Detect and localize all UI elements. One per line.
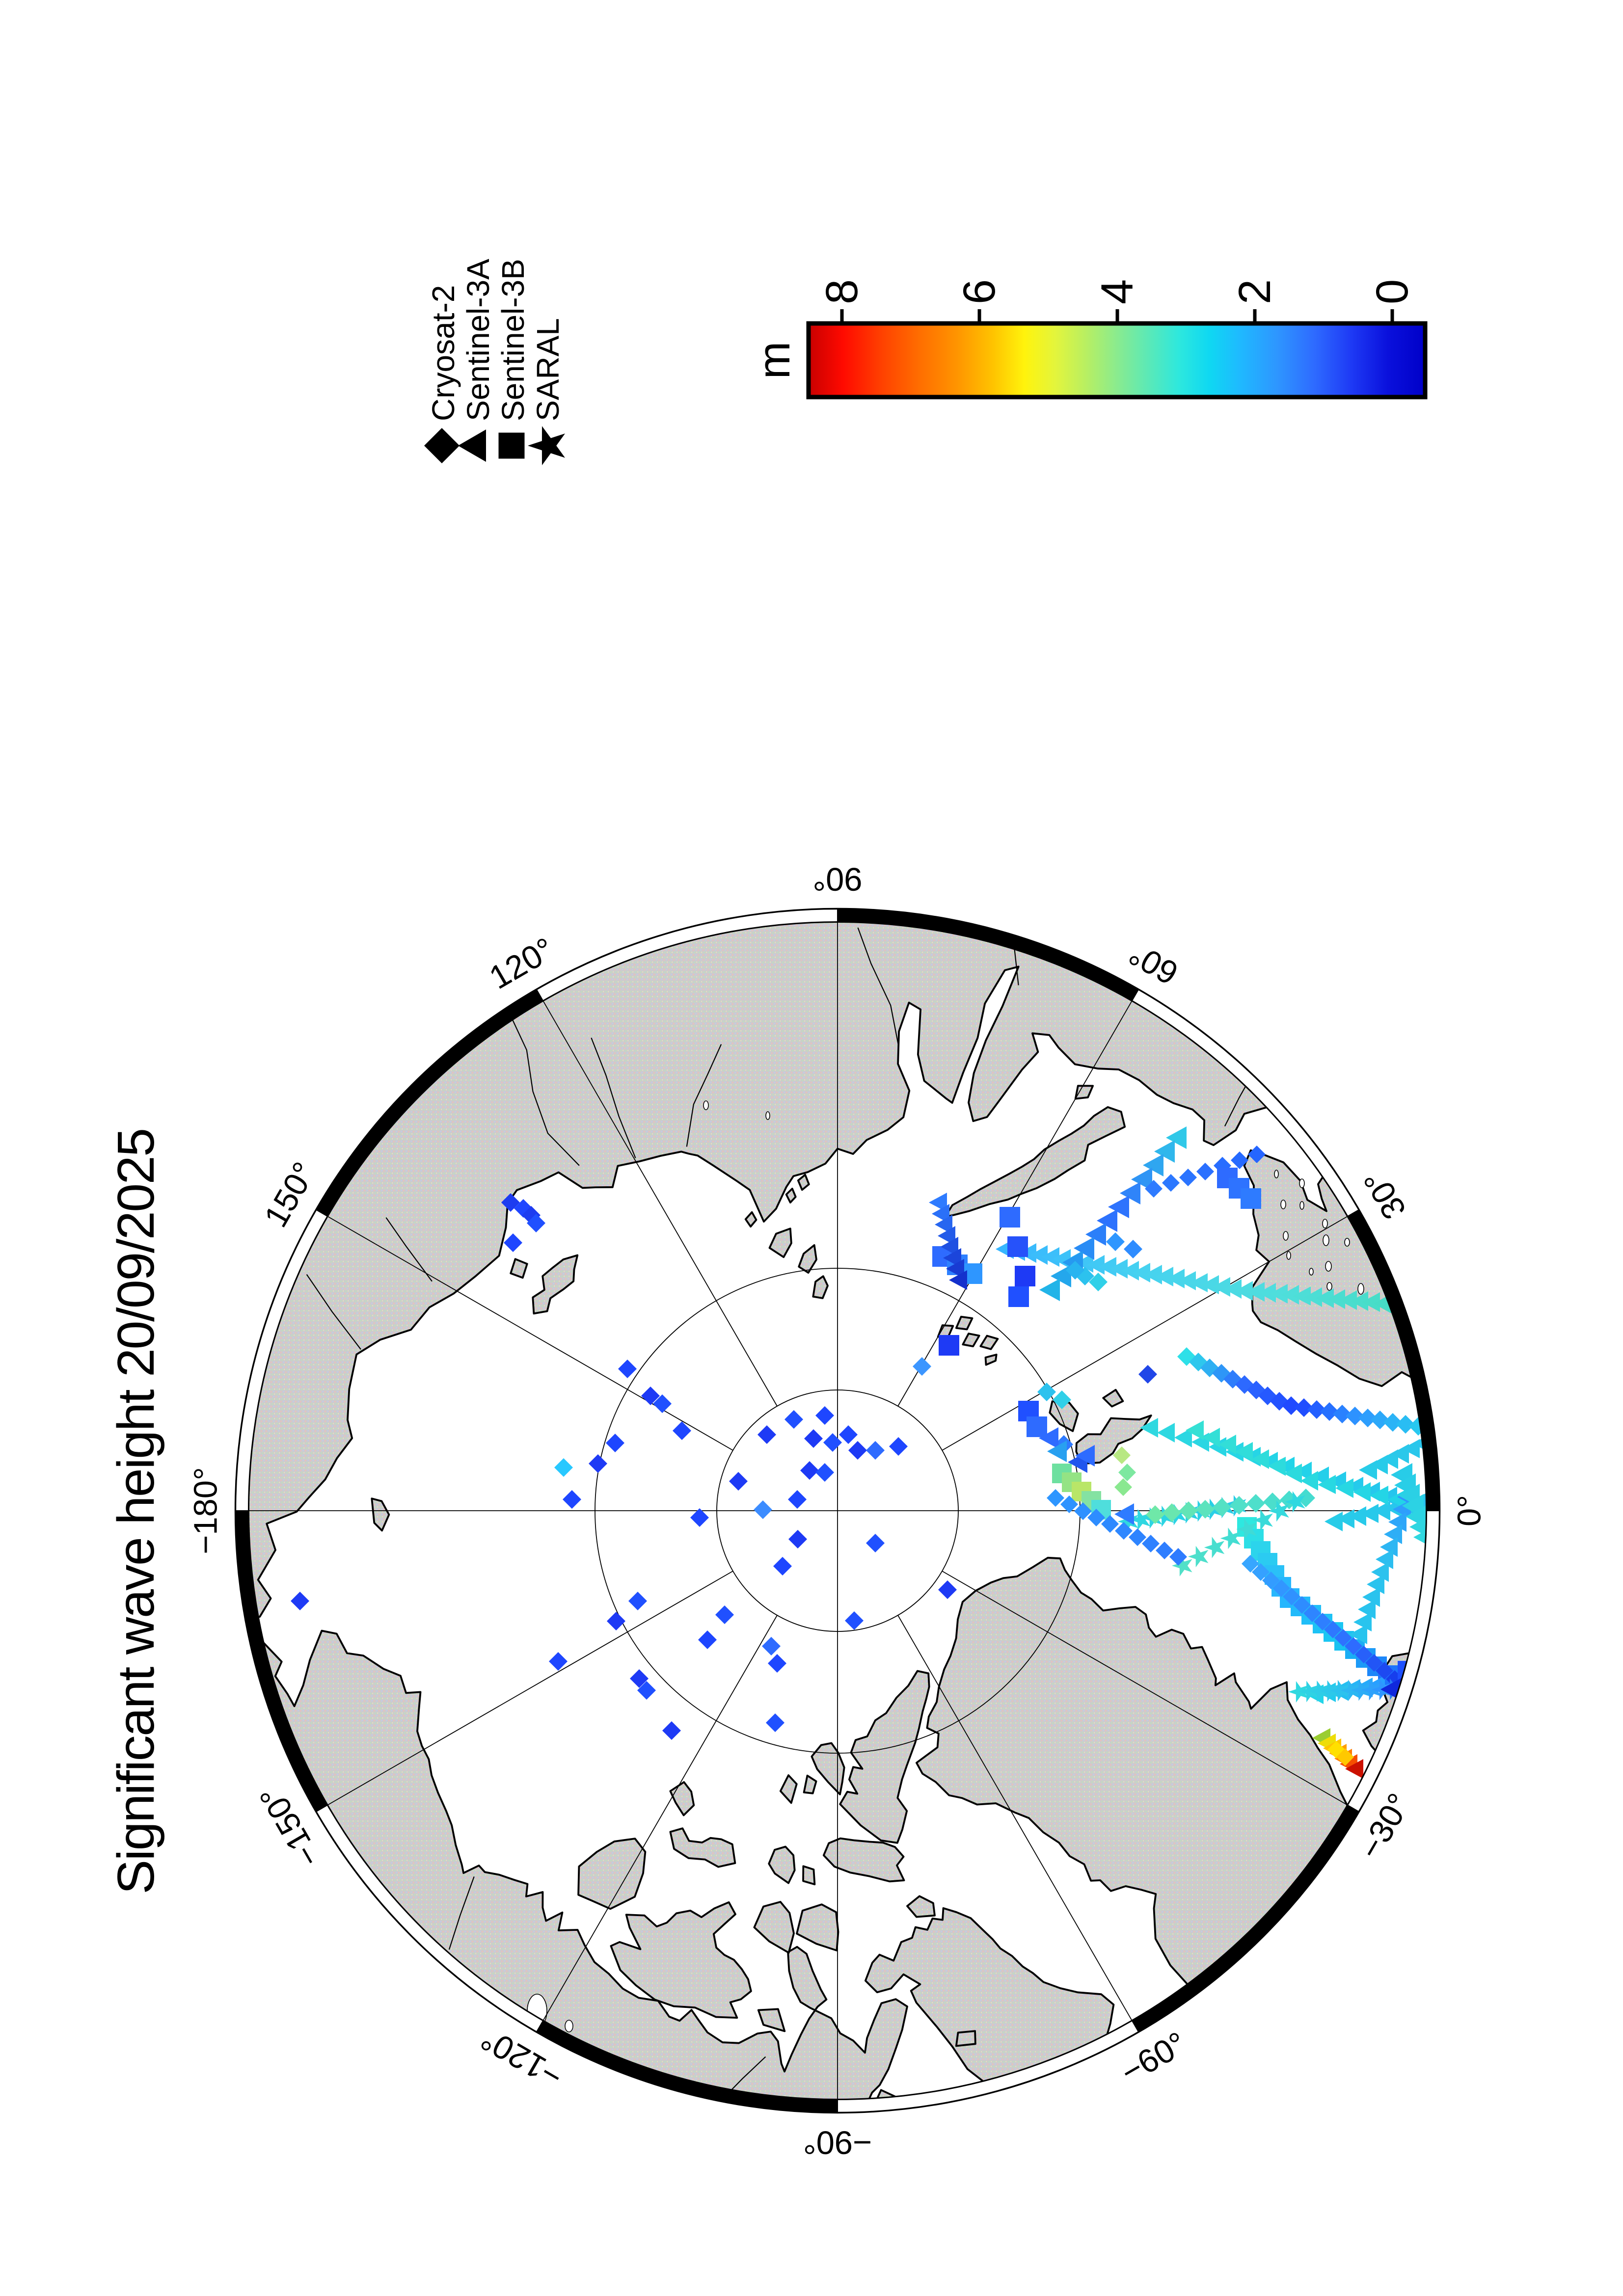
svg-text:4: 4: [1092, 279, 1142, 304]
svg-text:Significant wave height 20/09/: Significant wave height 20/09/2025: [107, 1129, 165, 1894]
svg-text:Sentinel-3A: Sentinel-3A: [460, 259, 496, 421]
svg-text:6: 6: [954, 279, 1004, 304]
svg-text:0: 0: [1367, 279, 1417, 304]
svg-text:−180°: −180°: [188, 1467, 224, 1554]
svg-text:−90°: −90°: [803, 2124, 872, 2161]
svg-text:8: 8: [817, 279, 867, 304]
svg-text:90°: 90°: [812, 861, 862, 898]
svg-text:Cryosat-2: Cryosat-2: [426, 285, 461, 421]
svg-text:0°: 0°: [1451, 1495, 1488, 1526]
svg-text:m: m: [749, 342, 799, 379]
svg-text:2: 2: [1230, 279, 1280, 304]
svg-text:SARAL: SARAL: [530, 318, 566, 421]
svg-text:Sentinel-3B: Sentinel-3B: [495, 259, 531, 421]
